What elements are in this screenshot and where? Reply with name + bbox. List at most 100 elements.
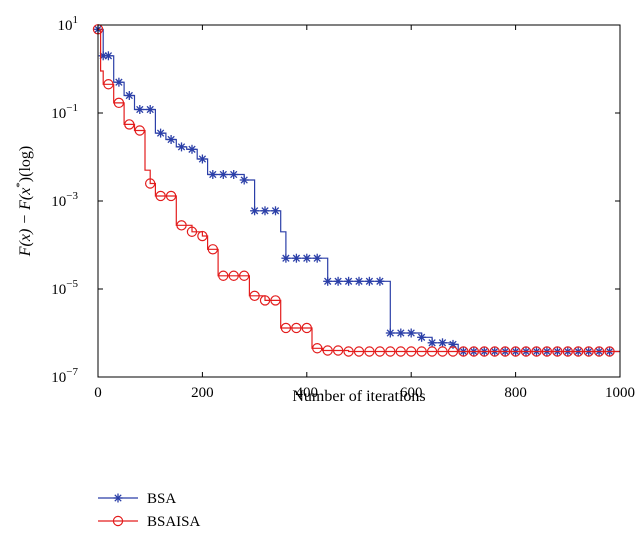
marker-bsa xyxy=(166,135,176,144)
marker-bsa xyxy=(135,105,145,114)
x-tick-label: 1000 xyxy=(605,385,635,401)
y-tick-label: 10−1 xyxy=(51,102,78,122)
y-tick-label: 10−3 xyxy=(51,190,78,210)
marker-bsaisa xyxy=(186,226,198,237)
marker-bsa xyxy=(124,91,134,100)
marker-bsaisa xyxy=(280,322,292,334)
legend-item-bsa: BSA xyxy=(98,491,176,507)
marker-bsaisa xyxy=(249,290,260,302)
legend: BSA BSAISA xyxy=(98,491,201,530)
marker-bsa xyxy=(375,276,385,286)
marker-bsa xyxy=(187,144,197,154)
marker-bsaisa xyxy=(573,346,584,357)
marker-bsaisa xyxy=(593,346,605,357)
marker-bsa xyxy=(344,276,354,286)
series-line-bsaisa xyxy=(98,28,620,353)
marker-bsa xyxy=(333,276,343,286)
marker-bsaisa xyxy=(364,346,375,357)
marker-bsa xyxy=(417,332,427,342)
marker-bsaisa xyxy=(228,270,239,281)
marker-bsaisa xyxy=(541,346,553,357)
y-tick-exponent: −7 xyxy=(66,366,78,378)
x-tick-label: 400 xyxy=(296,385,319,401)
series-layer xyxy=(92,24,620,357)
marker-bsaisa xyxy=(416,346,427,357)
marker-bsaisa xyxy=(291,322,302,334)
marker-bsaisa xyxy=(406,346,417,357)
marker-bsaisa xyxy=(531,346,542,357)
marker-bsa xyxy=(271,206,280,216)
marker-bsaisa xyxy=(489,346,500,357)
y-axis-label: F(x) − F(x*)(log) xyxy=(14,146,34,257)
marker-bsaisa xyxy=(238,270,250,281)
marker-bsa xyxy=(396,328,406,338)
marker-bsaisa xyxy=(207,244,219,255)
marker-bsaisa xyxy=(103,79,114,90)
marker-bsa xyxy=(145,105,155,114)
marker-bsa xyxy=(239,175,249,185)
marker-bsaisa xyxy=(113,97,125,109)
marker-bsaisa xyxy=(447,346,459,357)
x-tick-label: 200 xyxy=(191,385,214,401)
marker-bsa xyxy=(260,206,270,216)
marker-bsa xyxy=(385,328,395,338)
marker-bsaisa xyxy=(479,346,490,357)
marker-bsaisa xyxy=(374,346,386,357)
marker-bsaisa xyxy=(301,322,312,334)
marker-bsa xyxy=(250,206,260,216)
plot-area xyxy=(98,25,620,377)
legend-marker-bsaisa xyxy=(112,515,124,527)
legend-marker-bsa xyxy=(113,493,123,503)
marker-bsaisa xyxy=(395,346,406,357)
marker-bsaisa xyxy=(165,190,177,202)
x-axis-label: Number of iterations xyxy=(292,388,425,405)
marker-bsaisa xyxy=(437,346,448,357)
legend-label-bsaisa: BSAISA xyxy=(147,514,201,530)
y-axis-label-sup: * xyxy=(14,182,26,188)
y-tick-exponent: −5 xyxy=(66,278,78,290)
marker-bsaisa xyxy=(197,230,208,242)
marker-bsaisa xyxy=(426,346,438,357)
marker-bsaisa xyxy=(332,345,344,356)
x-tick-label: 800 xyxy=(504,385,527,401)
marker-bsaisa xyxy=(583,346,594,357)
y-axis-label-tail: )(log) xyxy=(17,146,34,182)
legend-label-bsa: BSA xyxy=(147,491,176,507)
marker-bsaisa xyxy=(353,346,365,357)
y-tick-exponent: 1 xyxy=(73,14,79,26)
y-tick-label: 10−7 xyxy=(51,366,78,386)
marker-bsaisa xyxy=(468,346,480,357)
marker-bsaisa xyxy=(562,346,574,357)
marker-bsaisa xyxy=(144,178,156,189)
marker-bsaisa xyxy=(155,190,166,202)
marker-bsaisa xyxy=(604,346,615,357)
marker-bsaisa xyxy=(124,119,135,130)
marker-bsa xyxy=(406,328,416,338)
marker-bsaisa xyxy=(270,295,281,306)
marker-bsaisa xyxy=(510,346,521,357)
marker-bsa xyxy=(354,276,364,286)
marker-bsa xyxy=(197,154,207,164)
marker-bsaisa xyxy=(552,346,563,357)
marker-bsaisa xyxy=(499,346,511,357)
marker-bsa xyxy=(177,142,186,152)
marker-bsaisa xyxy=(259,295,271,306)
marker-bsa xyxy=(427,338,437,348)
y-axis-label-main: F(x) − F(x xyxy=(17,188,34,258)
marker-bsa xyxy=(438,338,447,348)
marker-bsa xyxy=(291,253,301,263)
marker-bsaisa xyxy=(458,346,469,357)
marker-bsa xyxy=(208,170,218,179)
marker-bsaisa xyxy=(134,125,145,136)
marker-bsaisa xyxy=(343,346,354,357)
marker-bsaisa xyxy=(520,346,532,357)
marker-bsa xyxy=(302,253,312,263)
marker-bsa xyxy=(114,77,124,87)
y-tick-label: 10−5 xyxy=(51,278,78,298)
y-tick-exponent: −1 xyxy=(66,102,78,114)
marker-bsa xyxy=(156,128,166,138)
y-tick-exponent: −3 xyxy=(66,190,78,202)
marker-bsaisa xyxy=(176,220,187,231)
plot-frame xyxy=(97,24,621,378)
marker-bsa xyxy=(218,170,228,179)
